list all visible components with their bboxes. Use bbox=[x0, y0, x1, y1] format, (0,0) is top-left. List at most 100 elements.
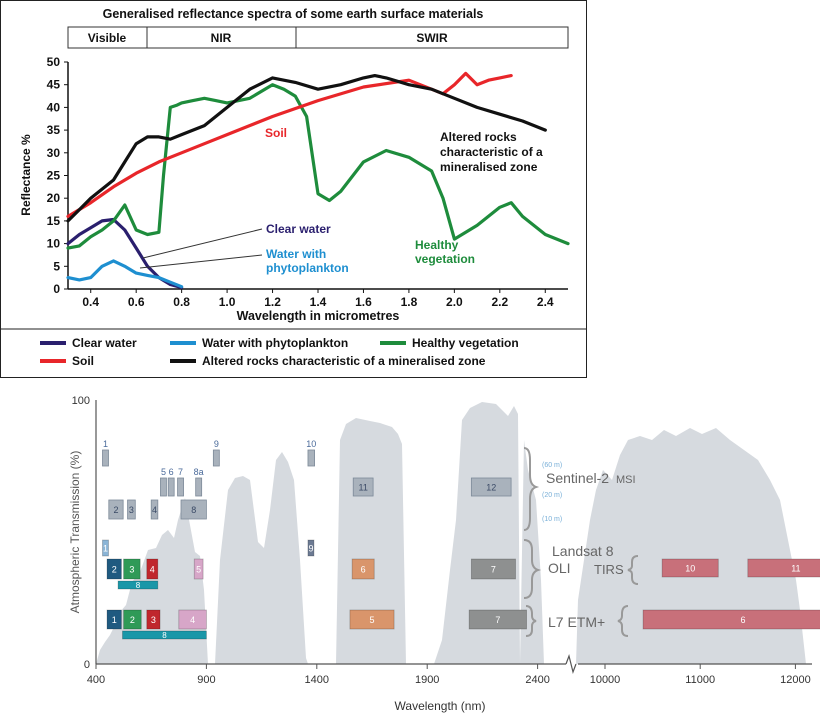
x-tick-label: 0.4 bbox=[82, 295, 99, 309]
landsat8-bracket bbox=[523, 539, 542, 599]
band-label: 2 bbox=[113, 505, 118, 515]
x-ticks: 40090014001900240010000110001200013000 bbox=[87, 664, 811, 686]
annotation-altered-rocks-line1: Altered rocks bbox=[440, 130, 517, 144]
band-landsat-8-1: 1 bbox=[102, 539, 109, 557]
band-rect bbox=[470, 477, 512, 497]
series-lines bbox=[66, 71, 570, 290]
band-label: 9 bbox=[214, 439, 219, 449]
band-label: 6 bbox=[741, 615, 746, 625]
legend-label: Altered rocks characteristic of a minera… bbox=[202, 354, 486, 368]
band-label: 8 bbox=[191, 505, 196, 515]
band-rect bbox=[123, 558, 141, 580]
band-rect bbox=[106, 609, 122, 630]
band-rect bbox=[146, 558, 159, 580]
band-rect bbox=[307, 449, 315, 467]
series-line-4 bbox=[66, 73, 547, 223]
legend-label: Water with phytoplankton bbox=[202, 336, 348, 350]
band-l7-etm--7: 7 bbox=[468, 609, 527, 630]
x-ticks: 0.4 0.6 0.8 1.0 1.2 1.4 1.6 1.8 2.0 2.2 2.4 bbox=[82, 289, 554, 309]
sensor-suffix-msi: MSI bbox=[616, 474, 636, 486]
band-label: 2 bbox=[112, 565, 117, 575]
y-tick-label: 30 bbox=[47, 146, 61, 160]
band-sentinel-2-11: 11 bbox=[352, 477, 374, 497]
annotation-altered-rocks-line2: characteristic of a bbox=[440, 145, 543, 159]
x-tick-label: 2.4 bbox=[537, 295, 554, 309]
y-tick-label: 100 bbox=[72, 395, 90, 407]
band-sentinel-2-8a: 8a bbox=[194, 467, 204, 497]
x-tick-label: 0.8 bbox=[173, 295, 190, 309]
band-label: 7 bbox=[495, 615, 500, 625]
band-label: 12 bbox=[486, 483, 496, 493]
band-rect bbox=[180, 499, 207, 520]
series-line-1 bbox=[66, 259, 184, 289]
x-tick-label: 1.2 bbox=[264, 295, 281, 309]
y-tick-label: 45 bbox=[47, 78, 61, 92]
band-l7-etm--6: 6 bbox=[642, 609, 820, 630]
band-landsat-8-7: 7 bbox=[470, 558, 516, 580]
y-axis-label: Atmospheric Transmission (%) bbox=[68, 451, 82, 614]
band-label: 4 bbox=[150, 565, 155, 575]
band-l7-etm--3: 3 bbox=[146, 609, 161, 630]
band-l7-etm--5: 5 bbox=[349, 609, 395, 630]
legend-label: Healthy vegetation bbox=[412, 336, 519, 350]
band-rect bbox=[178, 609, 207, 630]
band-landsat-8-3: 3 bbox=[123, 558, 141, 580]
band-label: 7 bbox=[491, 565, 496, 575]
band-label: 8 bbox=[162, 631, 167, 640]
y-tick-label: 0 bbox=[53, 282, 60, 296]
legend-label: Clear water bbox=[72, 336, 137, 350]
band-rect bbox=[307, 539, 315, 557]
annotation-phyto-line1: Water with bbox=[266, 247, 326, 261]
sentinel-bracket bbox=[523, 447, 540, 531]
atmospheric-transmission-chart: 100 0 Atmospheric Transmission (%) Wavel… bbox=[68, 395, 820, 713]
band-rect bbox=[150, 499, 159, 520]
band-rect bbox=[160, 477, 167, 497]
band-landsat-8-9: 9 bbox=[307, 539, 315, 557]
band-sentinel-2-5: 5 bbox=[160, 467, 167, 497]
sensor-name-sentinel: Sentinel-2 bbox=[546, 470, 609, 486]
annotation-altered-rocks-line3: mineralised zone bbox=[440, 160, 538, 174]
annotation-soil: Soil bbox=[265, 126, 287, 140]
x-tick-label: 1.4 bbox=[310, 295, 327, 309]
y-tick-label: 15 bbox=[47, 214, 61, 228]
band-label: 3 bbox=[129, 565, 134, 575]
band-sentinel-2-8: 8 bbox=[180, 499, 207, 520]
resolution-label: (10 m) bbox=[542, 516, 562, 523]
band-label: 9 bbox=[308, 544, 313, 554]
band-label: 3 bbox=[151, 615, 156, 625]
leader-line bbox=[142, 228, 263, 259]
x-tick-label: 2.0 bbox=[446, 295, 463, 309]
band-rect bbox=[642, 609, 820, 630]
band-sentinel-2-10: 10 bbox=[306, 439, 316, 467]
band-label: 8 bbox=[136, 581, 141, 590]
x-tick-label: 1400 bbox=[305, 674, 329, 686]
band-sentinel-2-6: 6 bbox=[167, 467, 175, 497]
band-label: 7 bbox=[178, 467, 183, 477]
y-tick-label: 5 bbox=[53, 259, 60, 273]
x-tick-label: 900 bbox=[197, 674, 215, 686]
band-landsat-8-2: 2 bbox=[106, 558, 122, 580]
transmission-area bbox=[96, 402, 806, 664]
x-axis-label: Wavelength in micrometres bbox=[237, 309, 400, 323]
band-sentinel-2-4: 4 bbox=[150, 499, 159, 520]
x-tick-label: 1.0 bbox=[219, 295, 236, 309]
band-label: 1 bbox=[103, 544, 108, 554]
x-tick-label: 1.8 bbox=[401, 295, 418, 309]
resolution-label: (60 m) bbox=[542, 462, 562, 469]
x-tick-label: 10000 bbox=[590, 674, 621, 686]
band-rect bbox=[349, 609, 395, 630]
band-sentinel-2-1: 1 bbox=[102, 439, 109, 467]
y-tick-label: 0 bbox=[84, 659, 90, 671]
band-rect bbox=[747, 558, 820, 578]
y-axis-label: Reflectance % bbox=[19, 134, 33, 216]
y-tick-label: 40 bbox=[47, 100, 61, 114]
annotation-veg-line1: Healthy bbox=[415, 238, 459, 252]
band-sentinel-2-12: 12 bbox=[470, 477, 512, 497]
x-tick-label: 0.6 bbox=[128, 295, 145, 309]
band-rect bbox=[102, 539, 109, 557]
leader-line bbox=[139, 254, 263, 269]
band-label: 6 bbox=[169, 467, 174, 477]
band-rect bbox=[108, 499, 124, 520]
band-label: 10 bbox=[306, 439, 316, 449]
